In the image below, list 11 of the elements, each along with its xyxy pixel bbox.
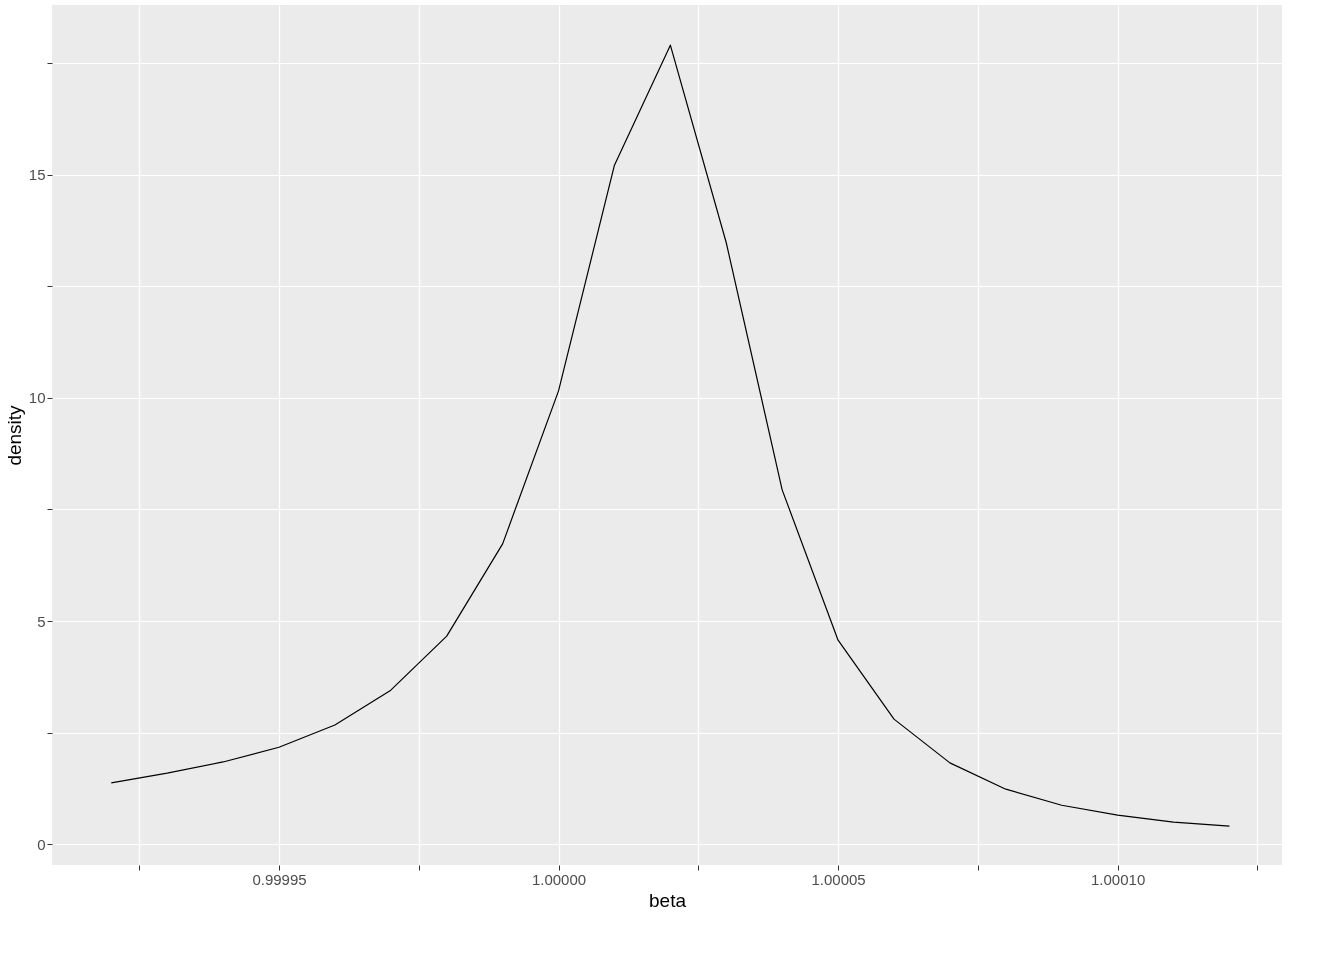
y-tick-label: 10 [28,389,46,407]
x-tick-label: 1.00005 [811,870,866,888]
y-tick-label: 5 [37,612,46,630]
x-tick-label: 0.99995 [252,870,307,888]
x-tick-label: 1.00000 [531,870,587,888]
y-tick-label: 0 [37,835,46,853]
line-series [110,44,1231,827]
y-axis-title: density [3,404,25,466]
x-axis-title: beta [649,889,687,911]
y-tick-label: 15 [28,166,46,184]
x-tick-label: 1.00010 [1091,870,1146,888]
